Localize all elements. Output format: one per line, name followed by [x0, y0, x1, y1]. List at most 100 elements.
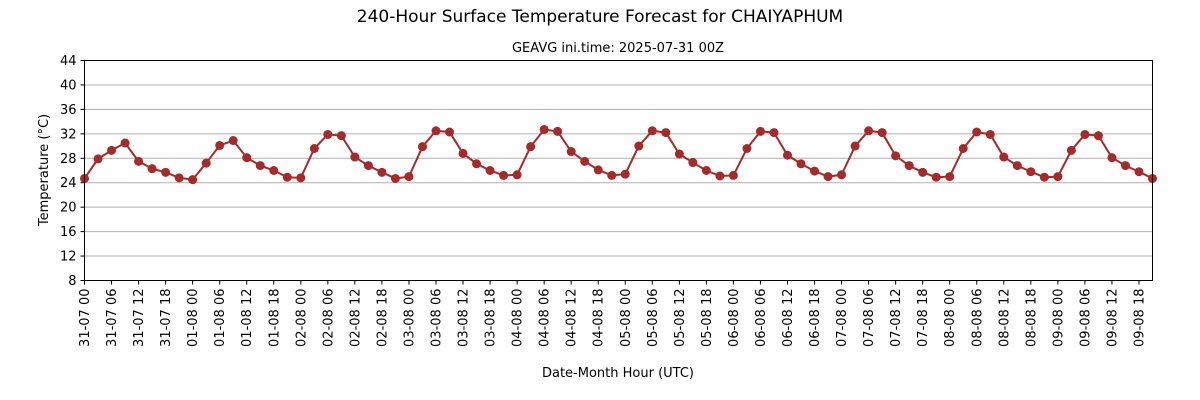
data-point — [417, 142, 427, 152]
x-tick-label: 02-08 00 — [294, 289, 309, 347]
data-point — [877, 128, 887, 138]
data-point — [228, 136, 238, 146]
data-point — [120, 138, 130, 148]
data-point — [472, 159, 482, 169]
x-tick-label: 04-08 00 — [511, 289, 526, 347]
x-tick-label: 04-08 06 — [538, 289, 553, 347]
x-tick-label: 07-08 18 — [916, 289, 931, 347]
x-tick-label: 31-07 12 — [132, 289, 147, 347]
data-point — [755, 126, 765, 136]
data-point — [945, 172, 955, 182]
x-tick-label: 06-08 18 — [808, 289, 823, 347]
data-point — [1107, 153, 1117, 163]
chart-title: 240-Hour Surface Temperature Forecast fo… — [357, 7, 843, 27]
y-tick-label: 32 — [60, 127, 77, 142]
data-point — [837, 170, 847, 180]
x-tick-label: 04-08 12 — [565, 289, 580, 347]
data-point — [107, 145, 117, 155]
y-tick-label: 36 — [60, 103, 77, 118]
x-tick-label: 31-07 06 — [105, 289, 120, 347]
data-point — [458, 148, 468, 158]
plot-frame — [84, 60, 1153, 281]
data-point — [404, 172, 414, 182]
data-point — [620, 169, 630, 179]
data-point — [336, 131, 346, 141]
data-point — [566, 147, 576, 157]
x-tick-label: 02-08 12 — [348, 289, 363, 347]
data-point — [1120, 161, 1130, 171]
y-tick-label: 28 — [60, 152, 77, 167]
x-tick-label: 07-08 12 — [889, 289, 904, 347]
x-tick-label: 31-07 18 — [159, 289, 174, 347]
x-tick-label: 03-08 18 — [484, 288, 499, 346]
data-point — [309, 144, 319, 153]
data-point — [999, 152, 1009, 162]
data-point — [350, 152, 360, 162]
chart-subtitle: GEAVG ini.time: 2025-07-31 00Z — [512, 41, 724, 56]
x-tick-label: 05-08 12 — [673, 289, 688, 347]
data-point — [864, 126, 874, 136]
x-tick-label: 05-08 06 — [646, 289, 661, 347]
data-point — [850, 141, 860, 151]
data-point — [255, 161, 265, 171]
y-axis: 8 12 16 20 24 28 32 36 40 44 — [60, 54, 85, 289]
x-tick-label: 01-08 12 — [240, 289, 255, 347]
data-point — [1080, 129, 1090, 139]
data-point — [607, 170, 617, 180]
data-point — [701, 166, 711, 175]
x-tick-label: 07-08 00 — [835, 289, 850, 347]
x-tick-label: 03-08 00 — [402, 289, 417, 347]
data-point — [323, 129, 333, 139]
x-tick-label: 03-08 06 — [429, 289, 444, 347]
x-tick-label: 09-08 00 — [1051, 289, 1066, 347]
x-tick-label: 06-08 00 — [727, 289, 742, 347]
data-point — [296, 173, 306, 183]
data-point — [282, 172, 292, 182]
y-tick-label: 40 — [60, 78, 77, 93]
temperature-series — [80, 125, 1157, 185]
x-tick-label: 01-08 06 — [213, 289, 228, 347]
x-tick-label: 08-08 06 — [970, 289, 985, 347]
data-point — [161, 167, 171, 177]
data-point — [593, 165, 603, 175]
data-point — [688, 158, 698, 168]
data-point — [445, 127, 455, 137]
y-tick-label: 20 — [60, 201, 77, 216]
data-point — [1134, 167, 1144, 177]
x-tick-label: 06-08 12 — [781, 289, 796, 347]
x-axis-label: Date-Month Hour (UTC) — [542, 366, 694, 381]
data-point — [782, 150, 792, 160]
data-point — [580, 156, 590, 166]
x-tick-label: 09-08 18 — [1132, 289, 1147, 347]
data-point — [134, 156, 144, 166]
x-axis: 31-07 00 31-07 06 31-07 12 31-07 18 01-08 00… — [78, 280, 1147, 347]
y-axis-label: Temperature (°C) — [37, 114, 52, 227]
data-point — [93, 154, 103, 164]
data-point — [742, 144, 752, 153]
data-point — [715, 171, 725, 181]
y-tick-label: 12 — [60, 250, 77, 265]
data-point — [377, 167, 387, 177]
data-point — [1066, 145, 1076, 155]
x-tick-label: 05-08 00 — [619, 289, 634, 347]
data-point — [485, 166, 495, 175]
data-point — [431, 126, 441, 136]
x-tick-label: 08-08 12 — [997, 289, 1012, 347]
data-point — [931, 172, 941, 182]
x-tick-label: 09-08 12 — [1105, 289, 1120, 347]
data-point — [363, 161, 373, 171]
data-point — [188, 175, 198, 185]
data-point — [728, 170, 738, 180]
y-tick-label: 24 — [60, 176, 77, 191]
y-tick-label: 16 — [60, 225, 77, 240]
data-point — [201, 158, 211, 168]
x-tick-label: 02-08 06 — [321, 289, 336, 347]
x-tick-label: 03-08 12 — [457, 288, 472, 346]
x-tick-label: 01-08 00 — [186, 289, 201, 347]
x-tick-label: 07-08 06 — [862, 289, 877, 347]
data-point — [1012, 161, 1022, 171]
data-point — [390, 173, 400, 183]
data-point — [147, 164, 157, 174]
data-point — [810, 166, 820, 176]
